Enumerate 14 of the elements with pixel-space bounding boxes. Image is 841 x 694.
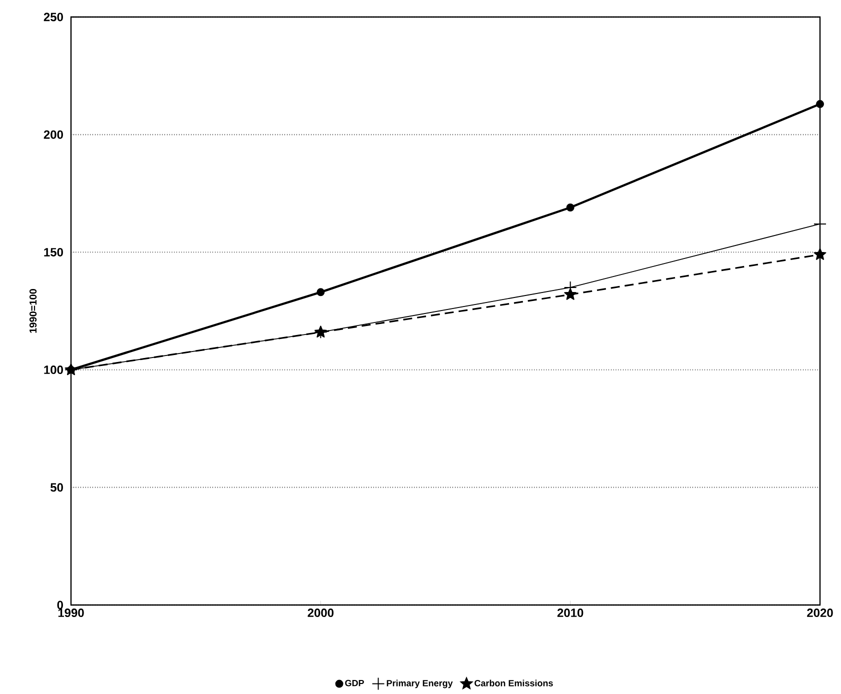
y-tick-label: 0 [57, 600, 63, 610]
legend-label: Carbon Emissions [474, 680, 553, 686]
y-tick-label: 50 [50, 483, 63, 492]
x-tick-label: 1990 [58, 608, 84, 618]
y-tick-label: 100 [44, 366, 63, 374]
x-tick-label: 2010 [557, 608, 584, 618]
legend-label: Primary Energy [386, 680, 453, 688]
y-tick-label: 200 [44, 130, 63, 139]
legend-label: GDP [345, 680, 364, 686]
x-tick-label: 2020 [807, 608, 833, 618]
y-tick-label: 150 [44, 248, 63, 256]
x-tick-label: 2000 [308, 608, 334, 618]
y-axis-title: 1990=100 [30, 289, 37, 333]
y-tick-label: 250 [44, 12, 63, 22]
